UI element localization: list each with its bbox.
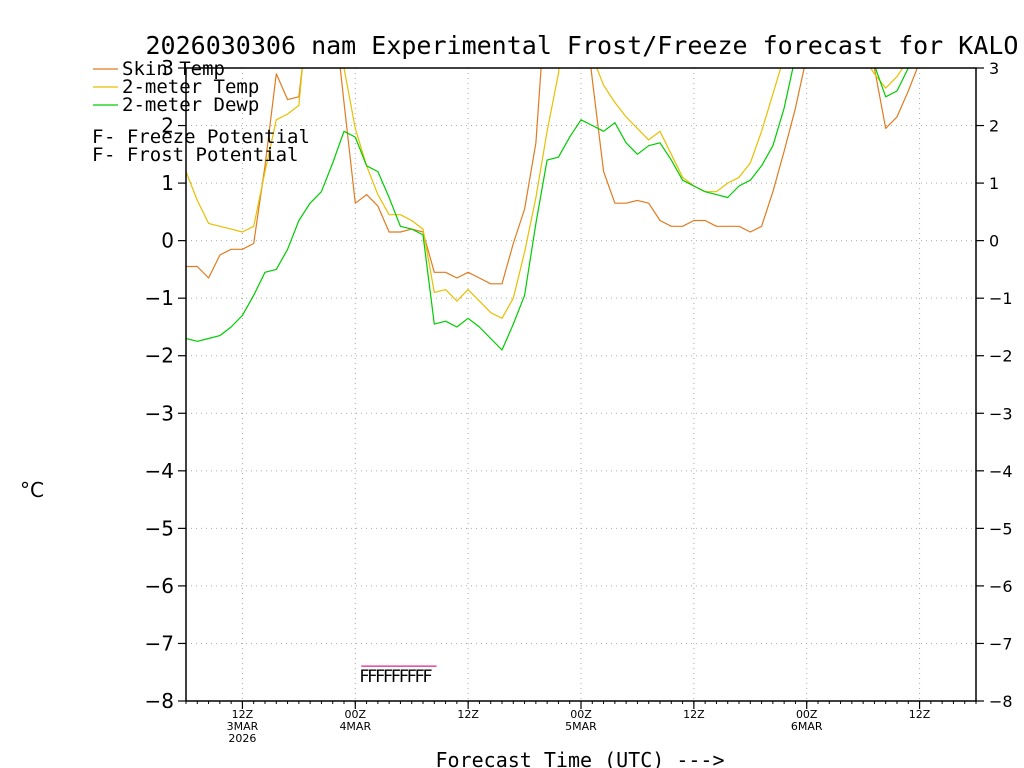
y-tick-label-left: 1: [161, 171, 174, 195]
y-tick-label-left: −7: [145, 631, 174, 655]
y-tick-label-right: −6: [989, 577, 1013, 596]
x-tick-label: 00Z: [345, 708, 367, 721]
x-tick-label: 12Z: [683, 708, 705, 721]
legend-label: 2-meter Dewp: [122, 94, 259, 116]
x-tick-label: 4MAR: [339, 720, 371, 733]
y-tick-label-left: −4: [145, 459, 174, 483]
freeze-potential-marker: F: [375, 667, 385, 687]
y-tick-label-right: −8: [989, 692, 1013, 711]
y-tick-label-right: −7: [989, 634, 1013, 653]
legend-label: - Freeze Potential: [104, 126, 310, 148]
legend-symbol: F: [92, 144, 103, 166]
y-axis-right: −8 −7 −6 −5 −4 −3 −2 −1 0 1 2 3: [976, 59, 1013, 711]
plot-frame: [185, 67, 977, 702]
freeze-potential-marker: F: [367, 667, 377, 687]
y-tick-label-right: 0: [989, 232, 999, 251]
freeze-potential-marker: F: [407, 667, 417, 687]
freeze-potential-marker: F: [422, 667, 432, 687]
legend-symbol: F: [92, 126, 103, 148]
y-tick-label-right: 3: [989, 59, 999, 78]
legend-label: - Frost Potential: [104, 144, 298, 166]
y-tick-label-left: −1: [145, 286, 174, 310]
y-tick-label-right: −1: [989, 289, 1013, 308]
y-tick-label-right: −3: [989, 404, 1013, 423]
x-tick-label: 12Z: [909, 708, 931, 721]
x-tick-label: 6MAR: [791, 720, 823, 733]
y-tick-label-right: 1: [989, 174, 999, 193]
freeze-potential-marker: F: [359, 667, 369, 687]
x-tick-label: 12Z: [232, 708, 254, 721]
x-tick-label: 00Z: [570, 708, 592, 721]
x-tick-label: 5MAR: [565, 720, 597, 733]
y-tick-label-left: 3: [161, 56, 174, 80]
freeze-potential-marker: F: [383, 667, 393, 687]
y-tick-label-right: 2: [989, 117, 999, 136]
y-tick-label-right: −4: [989, 462, 1013, 481]
freeze-potential-marker: F: [391, 667, 401, 687]
chart-title: 2026030306 nam Experimental Frost/Freeze…: [146, 31, 1019, 60]
series-line-2-meter-dewp: [186, 68, 909, 351]
x-tick-label: 12Z: [457, 708, 479, 721]
freeze-potential-marker: F: [399, 667, 409, 687]
legend-label: Skin Temp: [122, 58, 225, 80]
y-tick-label-left: 2: [161, 114, 174, 138]
x-tick-label: 3MAR: [227, 720, 259, 733]
x-tick-label: 2026: [228, 732, 256, 745]
y-tick-label-right: −2: [989, 347, 1013, 366]
y-tick-label-left: 0: [161, 229, 174, 253]
series-lines: [186, 68, 918, 351]
y-tick-label-left: −3: [145, 401, 174, 425]
y-tick-label-left: −8: [145, 689, 174, 713]
y-tick-label-left: −6: [145, 574, 174, 598]
y-tick-label-left: −2: [145, 344, 174, 368]
y-tick-label-left: −5: [145, 516, 174, 540]
y-tick-label-right: −5: [989, 519, 1013, 538]
x-tick-label: 00Z: [796, 708, 818, 721]
y-axis-left: −8 −7 −6 −5 −4 −3 −2 −1 0 1 2 3: [145, 56, 186, 713]
x-axis-label: Forecast Time (UTC) --->: [436, 748, 725, 768]
y-axis-label: °C: [20, 478, 44, 502]
legend-label: 2-meter Temp: [122, 76, 259, 98]
freeze-potential-marker: F: [414, 667, 424, 687]
grid-lines: [186, 68, 976, 701]
